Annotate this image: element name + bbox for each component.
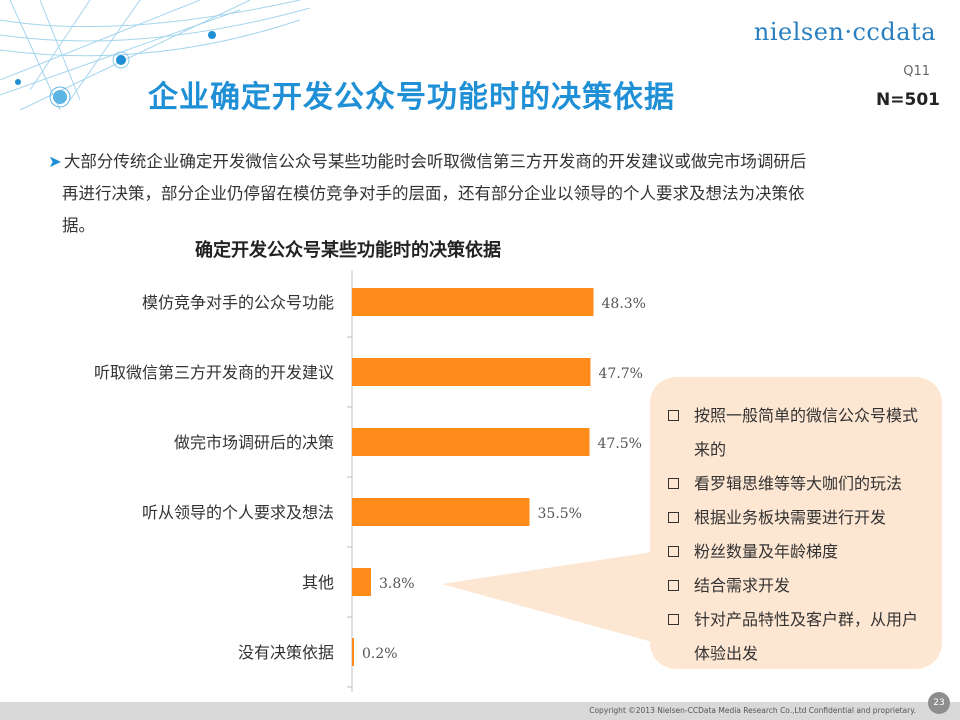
network-decoration bbox=[0, 0, 311, 110]
category-label: 做完市场调研后的决策 bbox=[174, 433, 334, 452]
bar bbox=[352, 288, 594, 316]
checkbox-icon bbox=[668, 614, 679, 625]
description-line: 再进行决策，部分企业仍停留在模仿竞争对手的层面，还有部分企业以领导的个人要求及想… bbox=[62, 184, 805, 203]
callout-pointer bbox=[442, 552, 652, 642]
value-label: 47.7% bbox=[599, 366, 643, 382]
description-line: ➤ 大部分传统企业确定开发微信公众号某些功能时会听取微信第三方开发商的开发建议或做… bbox=[48, 152, 807, 171]
callout-box: 按照一般简单的微信公众号模式来的 看罗辑思维等等大咖们的玩法 根据业务板块需要进… bbox=[650, 377, 942, 669]
bar bbox=[352, 568, 371, 596]
callout-item: 结合需求开发 bbox=[666, 569, 928, 603]
arrow-bullet-icon: ➤ bbox=[48, 152, 62, 171]
callout-item: 按照一般简单的微信公众号模式来的 bbox=[666, 399, 928, 467]
callout-item: 粉丝数量及年龄梯度 bbox=[666, 535, 928, 569]
copyright-text: Copyright ©2013 Nielsen-CCData Media Res… bbox=[589, 706, 916, 715]
page-number: 23 bbox=[928, 692, 950, 714]
checkbox-icon bbox=[668, 580, 679, 591]
category-label: 听从领导的个人要求及想法 bbox=[142, 503, 334, 522]
bar bbox=[352, 358, 591, 386]
value-label: 47.5% bbox=[598, 436, 642, 452]
checkbox-icon bbox=[668, 410, 679, 421]
callout-item: 看罗辑思维等等大咖们的玩法 bbox=[666, 467, 928, 501]
bar-chart: 模仿竞争对手的公众号功能 48.3% 听取微信第三方开发商的开发建议 47.7% 做完市… bbox=[94, 270, 652, 692]
nielsen-ccdata-logo: nielsen·ccdata bbox=[753, 18, 936, 46]
checkbox-icon bbox=[668, 478, 679, 489]
checkbox-icon bbox=[668, 546, 679, 557]
value-label: 48.3% bbox=[602, 296, 646, 312]
footer-bar bbox=[0, 702, 960, 720]
category-label: 听取微信第三方开发商的开发建议 bbox=[94, 363, 334, 382]
chart-title: 确定开发公众号某些功能时的决策依据 bbox=[195, 240, 501, 261]
value-label: 35.5% bbox=[538, 506, 582, 522]
callout-item: 针对产品特性及客户群，从用户体验出发 bbox=[666, 603, 928, 671]
bar bbox=[352, 498, 530, 526]
callout-item: 根据业务板块需要进行开发 bbox=[666, 501, 928, 535]
checkbox-icon bbox=[668, 512, 679, 523]
description-text: ➤ 大部分传统企业确定开发微信公众号某些功能时会听取微信第三方开发商的开发建议或做… bbox=[48, 146, 928, 242]
bar bbox=[352, 638, 354, 666]
sample-size: N=501 bbox=[876, 90, 940, 110]
bar bbox=[352, 428, 590, 456]
value-label: 0.2% bbox=[362, 646, 398, 662]
description-line: 据。 bbox=[62, 216, 95, 235]
category-label: 模仿竞争对手的公众号功能 bbox=[142, 293, 334, 312]
question-number: Q11 bbox=[903, 64, 930, 79]
category-label: 没有决策依据 bbox=[238, 643, 334, 662]
category-label: 其他 bbox=[302, 573, 334, 592]
slide-title: 企业确定开发公众号功能时的决策依据 bbox=[148, 80, 675, 115]
value-label: 3.8% bbox=[379, 576, 415, 592]
